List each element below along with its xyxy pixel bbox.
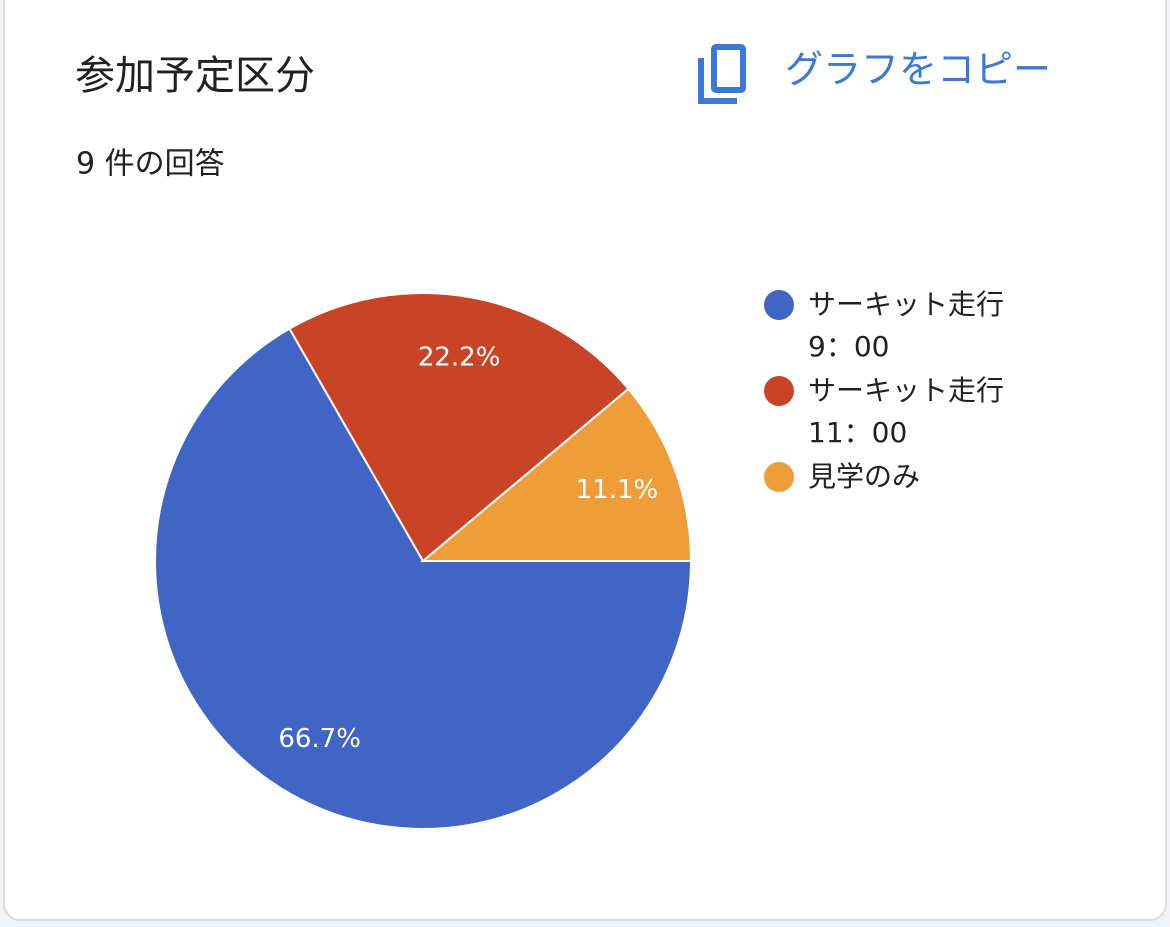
chart-title: 参加予定区分 <box>75 53 315 99</box>
copy-icon <box>698 44 746 104</box>
legend-item: サーキット走行 11：00 <box>764 370 1004 454</box>
chart-subtitle: 9 件の回答 <box>76 147 225 182</box>
legend-item: 見学のみ <box>764 456 1004 498</box>
legend-label: サーキット走行 9：00 <box>808 288 1005 363</box>
legend-label: サーキット走行 11：00 <box>808 374 1005 449</box>
copy-button[interactable]: グラフをコピー <box>698 44 1051 104</box>
legend-item: サーキット走行 9：00 <box>764 284 1004 368</box>
legend-swatch <box>764 462 794 492</box>
slice-label: 66.7% <box>278 724 361 754</box>
pie-slice <box>154 327 693 830</box>
legend-swatch <box>764 376 794 406</box>
legend-swatch <box>764 290 794 320</box>
slice-label: 22.2% <box>418 342 501 372</box>
pie-slice <box>420 387 693 562</box>
legend-label: 見学のみ <box>808 460 921 493</box>
pie-slice <box>288 292 630 563</box>
legend: サーキット走行 9：00 サーキット走行 11：00 見学のみ <box>764 284 1004 498</box>
slice-label: 11.1% <box>576 475 659 505</box>
copy-button-label[interactable]: グラフをコピー <box>785 48 1051 92</box>
